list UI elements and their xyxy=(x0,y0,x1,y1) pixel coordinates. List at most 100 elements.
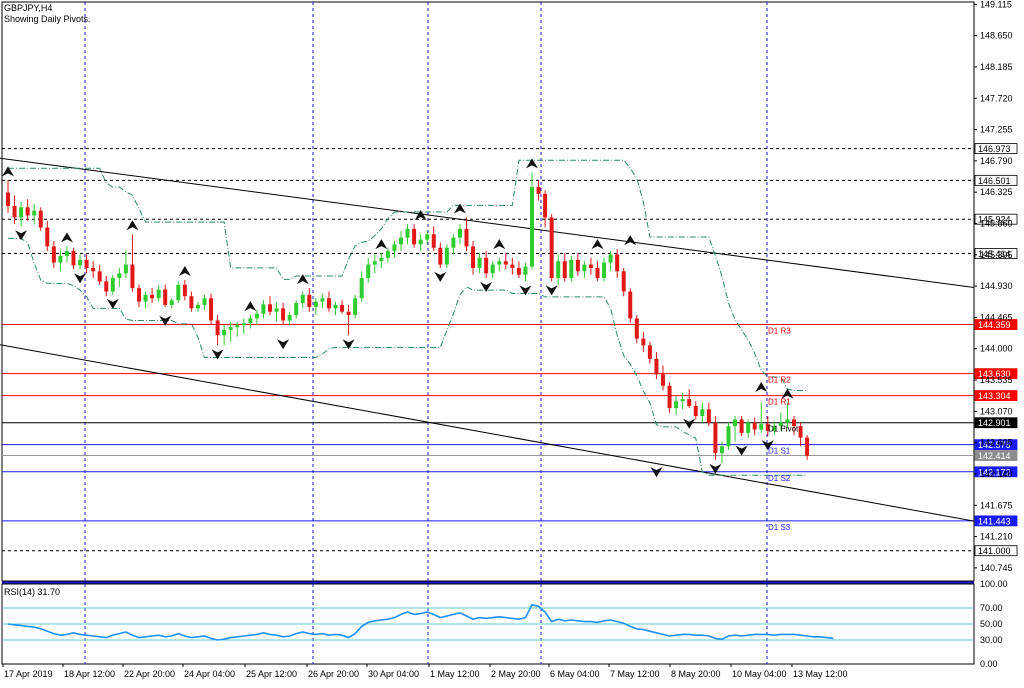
candle-body xyxy=(228,327,233,330)
candle-body xyxy=(562,261,567,279)
candle-body xyxy=(137,288,141,302)
fractal-down-arrow xyxy=(211,349,224,360)
time-tick-label: 13 May 12:00 xyxy=(793,669,848,679)
candle-body xyxy=(268,304,272,312)
candle-body xyxy=(608,254,613,263)
candle-body xyxy=(523,266,528,275)
candle-body xyxy=(588,264,593,268)
price-level-tag xyxy=(974,466,1018,478)
rsi-tick-label: 70.00 xyxy=(980,603,1003,613)
fractal-down-arrow xyxy=(434,271,447,282)
price-level-tag xyxy=(974,545,1018,557)
price-level-tag xyxy=(974,174,1018,186)
fractal-up-arrow xyxy=(453,203,466,214)
pivot-level-label: D1 R1 xyxy=(768,398,791,407)
trend-channel-line xyxy=(0,344,975,522)
candle-body xyxy=(189,296,194,309)
candle-body xyxy=(326,298,331,309)
candle-body xyxy=(359,278,364,299)
candle-body xyxy=(647,345,652,359)
fractal-down-arrow xyxy=(15,230,28,241)
time-tick-label: 1 May 12:00 xyxy=(430,669,480,679)
candle-body xyxy=(58,255,63,263)
rsi-tick-label: 0.00 xyxy=(980,659,998,669)
candle-body xyxy=(497,261,502,265)
candle-body xyxy=(372,261,377,265)
fractal-down-arrow xyxy=(74,273,87,284)
candle-body xyxy=(195,304,200,309)
rsi-tick-label: 30.00 xyxy=(980,635,1003,645)
price-level-tag xyxy=(974,417,1018,429)
candle-body xyxy=(78,259,83,266)
candle-body xyxy=(392,244,397,252)
rsi-tick-label: 50.00 xyxy=(980,619,1003,629)
candle-body xyxy=(654,358,659,375)
candle-body xyxy=(12,205,17,218)
rsi-tick-label: 100.00 xyxy=(980,579,1008,589)
candle-body xyxy=(32,210,37,216)
price-level-value: 146.973 xyxy=(978,144,1011,154)
time-tick-label: 18 Apr 12:00 xyxy=(64,669,115,679)
fractal-down-arrow xyxy=(709,463,722,474)
candle-body xyxy=(156,289,161,299)
candle-body xyxy=(405,228,410,238)
price-tick-label: 149.115 xyxy=(980,0,1012,9)
candle-body xyxy=(765,424,770,431)
price-tick-label: 141.210 xyxy=(980,532,1013,542)
candle-body xyxy=(182,284,187,297)
candle-body xyxy=(104,281,109,292)
candle-body xyxy=(530,187,534,267)
candle-body xyxy=(615,254,620,272)
time-tick-label: 10 May 04:00 xyxy=(732,669,787,679)
candle-body xyxy=(543,193,548,218)
candle-body xyxy=(222,329,227,336)
candle-body xyxy=(202,298,207,305)
candle-body xyxy=(215,320,220,336)
candle-body xyxy=(19,207,24,218)
candle-body xyxy=(490,264,495,274)
candle-body xyxy=(595,267,600,279)
rsi-label: RSI(14) 31.70 xyxy=(4,587,60,597)
fractal-down-arrow xyxy=(106,298,119,309)
price-level-tag xyxy=(974,368,1018,380)
candle-body xyxy=(719,446,724,454)
candle-body xyxy=(38,210,43,228)
candle-body xyxy=(307,294,312,307)
candle-body xyxy=(575,259,580,272)
candle-body xyxy=(123,264,128,274)
pivot-level-label: D1 S2 xyxy=(768,474,791,483)
price-tick-label: 143.535 xyxy=(980,375,1013,385)
candle-body xyxy=(97,271,102,282)
candle-body xyxy=(706,409,711,423)
candle-body xyxy=(471,246,476,268)
candle-body xyxy=(313,301,318,307)
candle-body xyxy=(353,298,358,316)
upper-band xyxy=(8,159,808,391)
price-tick-label: 142.140 xyxy=(980,469,1013,479)
candle-body xyxy=(772,426,777,431)
price-level-tag xyxy=(974,450,1018,461)
candle-body xyxy=(549,217,554,279)
candle-body xyxy=(661,374,665,386)
candle-body xyxy=(294,302,299,316)
candle-body xyxy=(674,401,679,408)
candle-body xyxy=(333,304,338,309)
candle-body xyxy=(25,207,30,216)
candle-body xyxy=(536,187,541,194)
fractal-up-arrow xyxy=(591,239,604,250)
candle-body xyxy=(320,298,325,302)
candle-body xyxy=(399,237,403,245)
price-level-tag xyxy=(974,248,1018,259)
candle-body xyxy=(366,264,371,279)
fractal-down-arrow xyxy=(159,315,172,326)
candle-body xyxy=(71,251,76,266)
pivot-level-label: D1 S3 xyxy=(768,523,791,532)
candle-body xyxy=(477,257,482,268)
candle-body xyxy=(340,304,345,312)
candle-body xyxy=(739,419,744,433)
pivot-level-label: D1 R2 xyxy=(768,376,791,385)
price-tick-label: 148.650 xyxy=(980,31,1013,41)
candle-body xyxy=(621,271,626,292)
